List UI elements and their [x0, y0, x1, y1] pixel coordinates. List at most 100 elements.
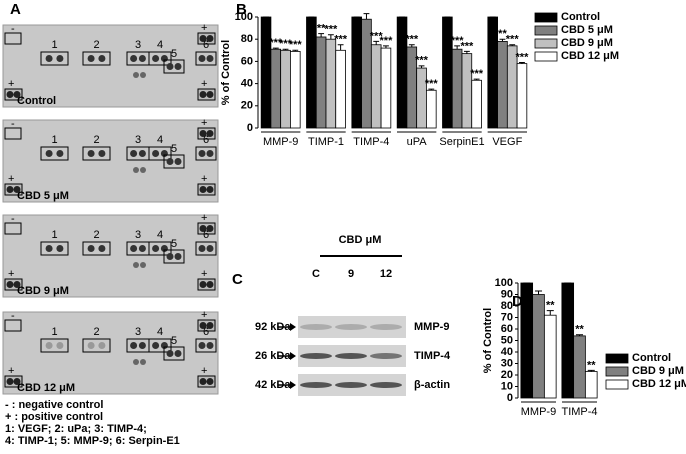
x-tick-label: MMP-9 — [263, 136, 298, 148]
spot — [56, 342, 64, 349]
error-bar — [519, 62, 525, 64]
bar — [543, 314, 557, 399]
array-image — [2, 24, 219, 108]
spot — [45, 245, 53, 252]
spot — [199, 130, 207, 137]
protein-label: TIMP-4 — [414, 350, 451, 362]
spot-label: 6 — [203, 39, 209, 51]
bar — [561, 282, 575, 399]
spot-label: 5 — [171, 143, 177, 155]
array-box — [40, 51, 69, 66]
legend-note: - : negative control — [5, 399, 103, 411]
panel-label: A — [10, 1, 21, 18]
size-label: 42 kDa — [255, 379, 291, 391]
spot — [206, 35, 214, 42]
array-box — [163, 59, 185, 74]
array-box — [163, 346, 185, 361]
spot-label: 5 — [171, 335, 177, 347]
bar — [280, 49, 291, 129]
array-box — [163, 154, 185, 169]
pos-label: + — [8, 78, 14, 90]
bar — [573, 335, 586, 399]
arrow-head — [290, 352, 296, 360]
x-tick-label: MMP-9 — [521, 406, 556, 418]
spot-label: 3 — [135, 39, 141, 51]
spot — [206, 91, 214, 98]
size-label: 26 kDa — [255, 350, 291, 362]
legend-label: CBD 9 μM — [561, 37, 613, 49]
legend-label: Control — [561, 11, 600, 23]
pos-label: + — [201, 117, 207, 129]
pos-label: + — [201, 365, 207, 377]
spot — [152, 150, 160, 157]
error-bar — [428, 88, 435, 91]
spot — [206, 245, 214, 252]
spot — [98, 245, 106, 252]
array-label: CBD 9 μM — [17, 285, 69, 297]
protein-label: β-actin — [414, 379, 450, 391]
array-box — [4, 222, 22, 235]
blot — [298, 316, 406, 338]
spot — [206, 130, 214, 137]
spot — [98, 150, 106, 157]
spot — [133, 72, 139, 78]
spot-label: 4 — [157, 39, 163, 51]
spot — [206, 186, 214, 193]
significance: *** — [451, 35, 465, 47]
legend-label: CBD 5 μM — [561, 24, 613, 36]
legend-swatch — [605, 366, 629, 377]
spot — [206, 225, 214, 232]
error-bar — [408, 44, 415, 47]
significance: *** — [324, 24, 338, 36]
lane-header: CBD μM — [339, 234, 382, 246]
spot-label: 4 — [157, 229, 163, 241]
spot — [13, 91, 21, 98]
pos-label: + — [201, 22, 207, 34]
error-bar — [292, 49, 299, 52]
y-tick-label: 0 — [507, 392, 513, 404]
spot-label: 1 — [51, 326, 57, 338]
significance: *** — [370, 30, 384, 42]
y-tick-label: 30 — [501, 357, 513, 369]
bar — [516, 63, 528, 129]
significance: *** — [470, 68, 484, 80]
error-bar — [454, 45, 461, 50]
bar — [351, 16, 362, 129]
spot — [138, 150, 146, 157]
spot-label: 4 — [157, 326, 163, 338]
legend-swatch — [534, 51, 558, 62]
legend-label: CBD 12 μM — [561, 50, 619, 62]
legend-swatch — [534, 25, 558, 36]
significance: *** — [506, 34, 520, 46]
spot — [45, 55, 53, 62]
bar — [584, 371, 598, 399]
arrow-head — [290, 323, 296, 331]
legend-note: 1: VEGF; 2: uPa; 3: TIMP-4; — [5, 423, 147, 435]
bar — [306, 16, 317, 129]
panel-label: B — [236, 1, 247, 18]
spot — [198, 55, 206, 62]
spot — [140, 167, 146, 173]
spot — [199, 186, 207, 193]
spot — [199, 225, 207, 232]
spot — [98, 342, 106, 349]
y-tick-label: 20 — [241, 100, 253, 112]
array-label: Control — [17, 95, 56, 107]
spot — [199, 91, 207, 98]
bar — [380, 47, 392, 129]
array-box — [82, 241, 111, 256]
lane-label: 9 — [348, 268, 354, 280]
significance: ** — [498, 28, 507, 40]
band — [370, 382, 402, 388]
pos-label: + — [201, 78, 207, 90]
spot-label: 2 — [93, 39, 99, 51]
spot — [206, 378, 214, 385]
significance: *** — [425, 78, 439, 90]
y-tick-label: 90 — [501, 288, 513, 300]
error-bar — [363, 13, 370, 20]
spot — [140, 262, 146, 268]
array-box — [148, 338, 172, 353]
array-box — [195, 241, 217, 256]
band — [370, 353, 402, 359]
